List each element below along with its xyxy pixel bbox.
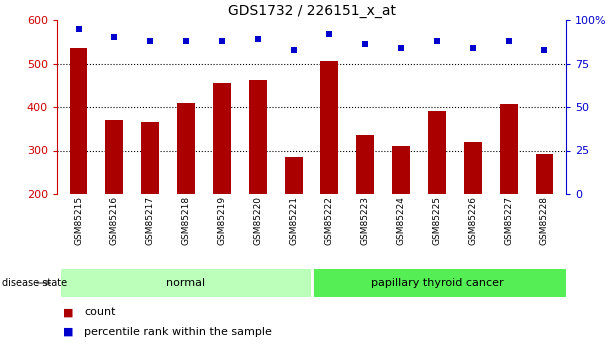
Text: GSM85227: GSM85227 — [504, 196, 513, 245]
Text: normal: normal — [167, 278, 206, 288]
Text: GSM85216: GSM85216 — [110, 196, 119, 245]
Text: ■: ■ — [63, 327, 74, 337]
Text: percentile rank within the sample: percentile rank within the sample — [85, 327, 272, 337]
Text: GSM85217: GSM85217 — [146, 196, 154, 245]
Text: GSM85222: GSM85222 — [325, 196, 334, 245]
Bar — [141, 122, 159, 194]
Text: GSM85219: GSM85219 — [218, 196, 226, 245]
Text: GSM85228: GSM85228 — [540, 196, 549, 245]
Bar — [536, 154, 553, 194]
Text: count: count — [85, 307, 116, 317]
Point — [504, 38, 514, 43]
Bar — [356, 135, 375, 194]
Title: GDS1732 / 226151_x_at: GDS1732 / 226151_x_at — [227, 3, 395, 18]
Text: GSM85225: GSM85225 — [432, 196, 441, 245]
Bar — [249, 80, 267, 194]
Point — [217, 38, 227, 43]
Point — [325, 31, 334, 37]
Bar — [61, 269, 311, 297]
Bar — [69, 48, 88, 194]
Text: GSM85226: GSM85226 — [468, 196, 477, 245]
Text: GSM85221: GSM85221 — [289, 196, 298, 245]
Point — [253, 36, 263, 42]
Bar — [213, 83, 231, 194]
Point — [540, 47, 550, 52]
Bar — [320, 61, 339, 194]
Point — [109, 34, 119, 40]
Text: GSM85218: GSM85218 — [182, 196, 190, 245]
Point — [289, 47, 299, 52]
Bar — [428, 111, 446, 194]
Point — [396, 45, 406, 51]
Bar — [105, 120, 123, 194]
Text: disease state: disease state — [2, 278, 67, 288]
Bar — [464, 142, 482, 194]
Point — [145, 38, 155, 43]
Bar — [392, 146, 410, 194]
Bar — [311, 269, 566, 297]
Bar — [285, 157, 303, 194]
Text: GSM85224: GSM85224 — [396, 196, 406, 245]
Text: GSM85215: GSM85215 — [74, 196, 83, 245]
Point — [432, 38, 442, 43]
Text: papillary thyroid cancer: papillary thyroid cancer — [371, 278, 503, 288]
Bar — [500, 104, 517, 194]
Bar — [177, 103, 195, 194]
Point — [181, 38, 191, 43]
Text: GSM85220: GSM85220 — [254, 196, 262, 245]
Text: GSM85223: GSM85223 — [361, 196, 370, 245]
Point — [468, 45, 478, 51]
Point — [361, 42, 370, 47]
Point — [74, 26, 83, 31]
Text: ■: ■ — [63, 307, 74, 317]
